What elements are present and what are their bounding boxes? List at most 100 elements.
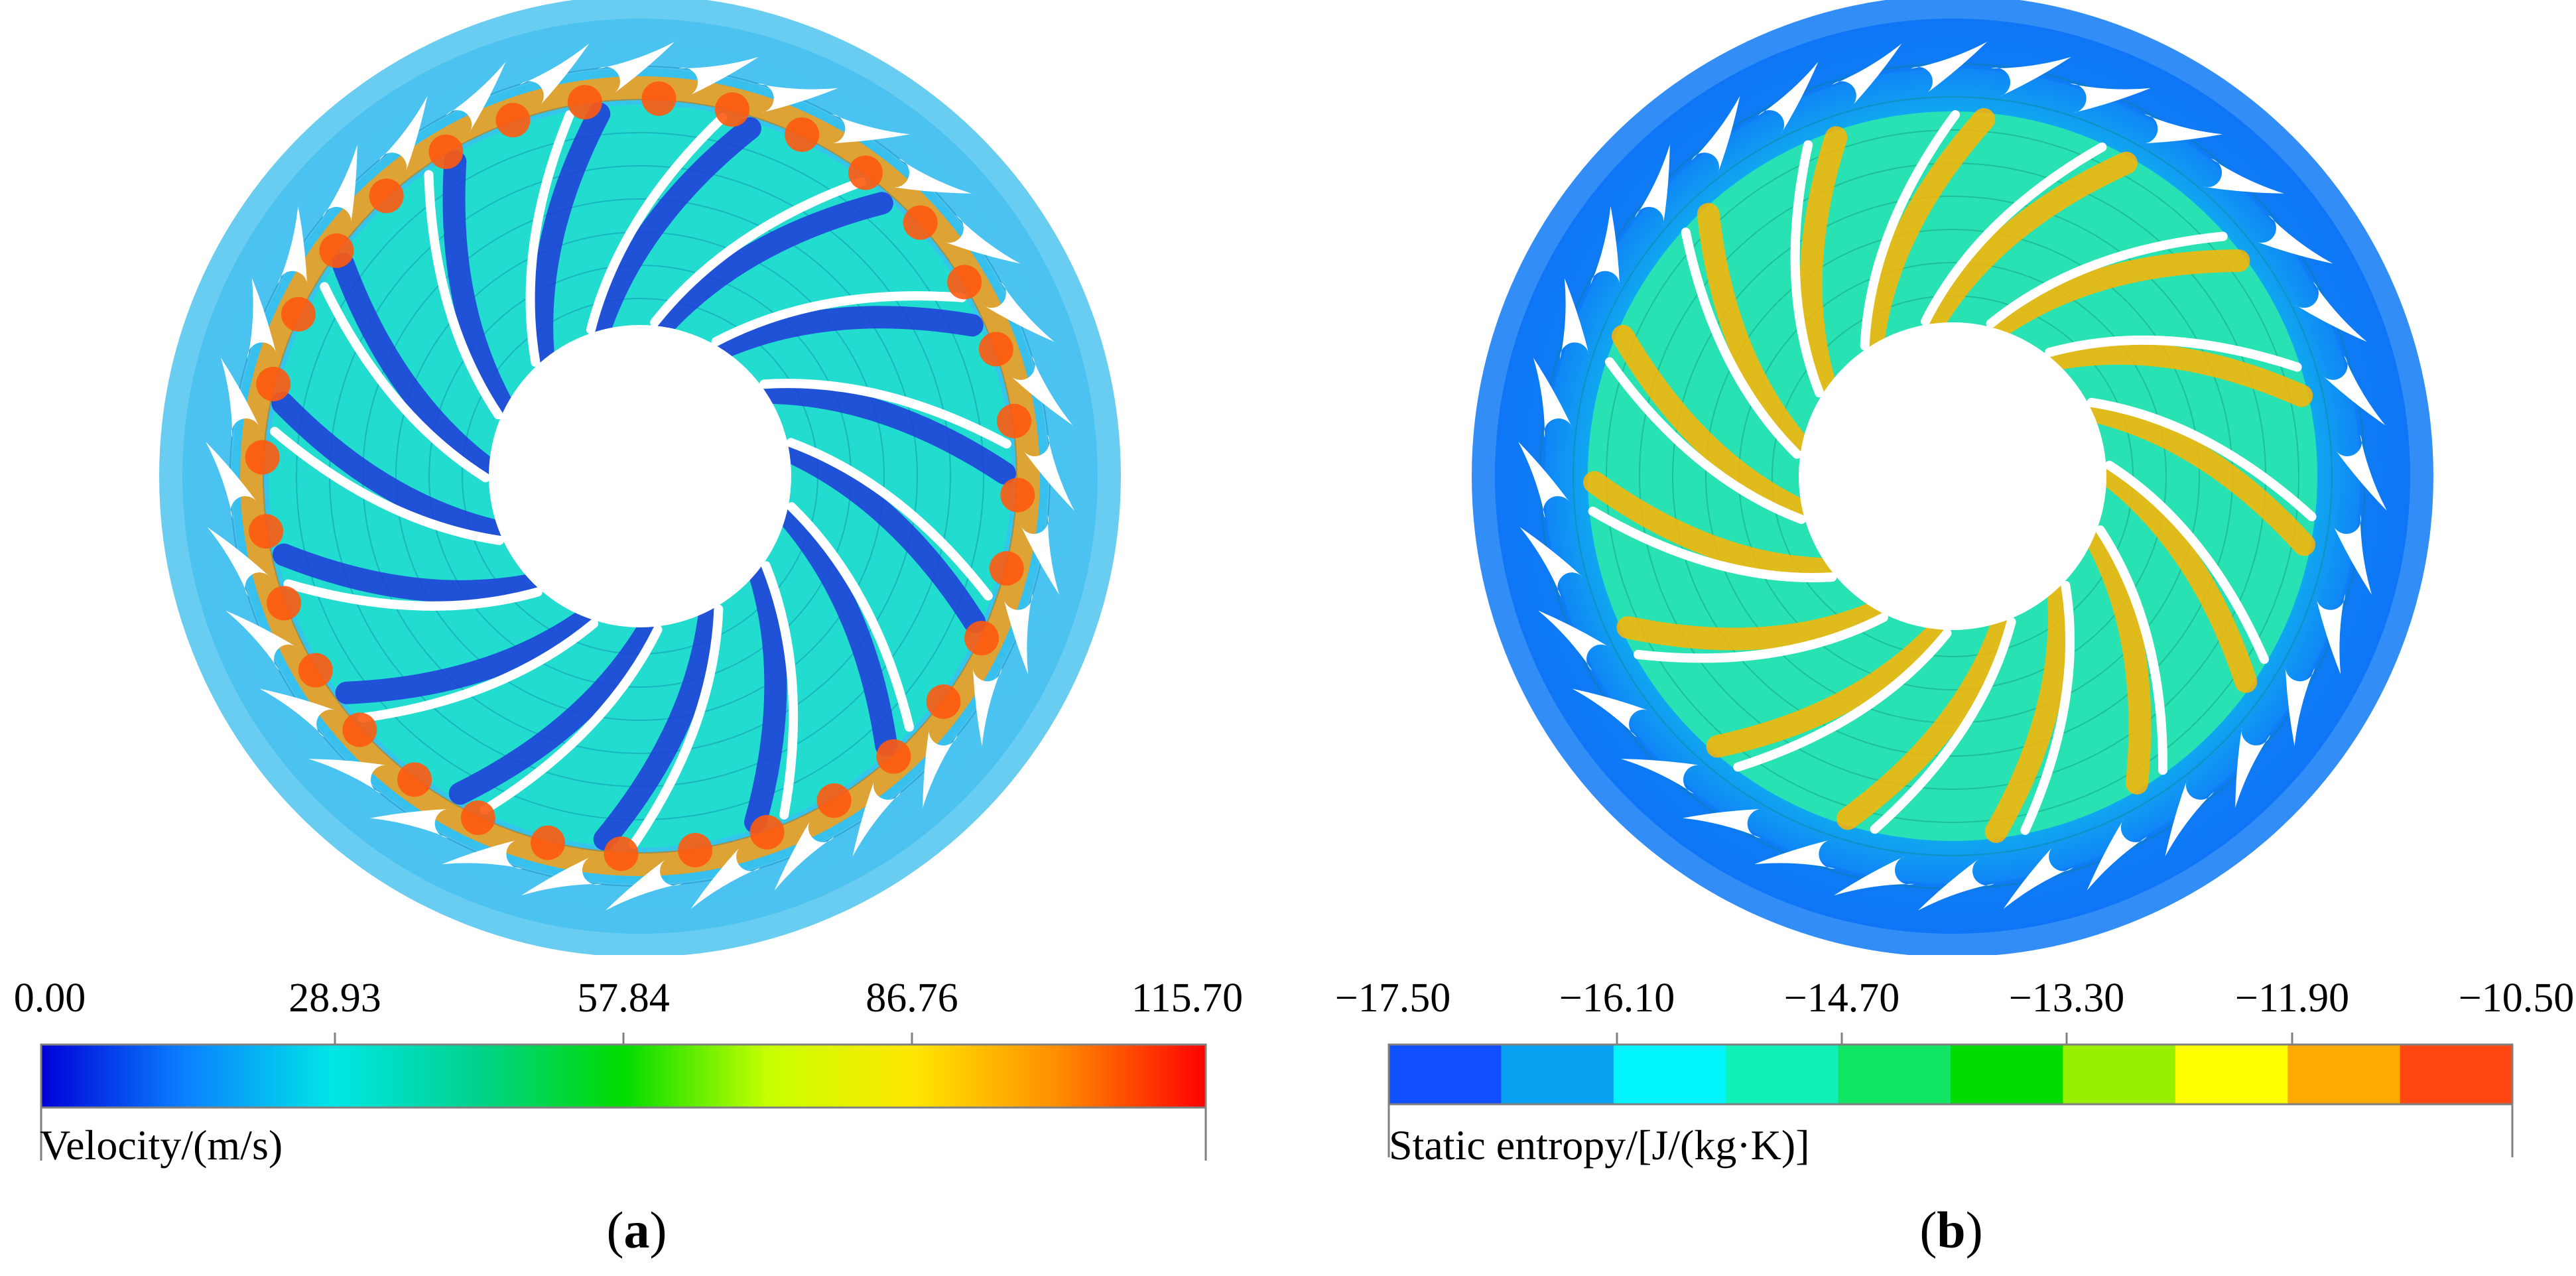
blade-wake xyxy=(590,117,761,335)
velocity-tick-2: 57.84 xyxy=(577,976,670,1021)
blade-wake xyxy=(593,606,721,851)
runner-blade xyxy=(480,625,663,815)
colorbar-segment xyxy=(1951,1045,2063,1104)
runner-blade xyxy=(357,619,599,723)
vane-wake xyxy=(342,712,377,747)
blade-wake xyxy=(1697,202,1807,453)
entropy-tick-0: −17.50 xyxy=(1334,976,1451,1021)
guide-vane xyxy=(1832,43,1902,107)
blade-wake xyxy=(1706,624,1946,758)
blade-wake xyxy=(1616,603,1882,651)
guide-vane xyxy=(2315,593,2345,674)
entropy-tick-5: −10.50 xyxy=(2458,976,2575,1021)
vane-wake xyxy=(530,825,565,860)
vane-wake xyxy=(249,514,284,549)
blade-wake xyxy=(1611,324,1807,519)
runner-inlet-band xyxy=(240,76,1040,876)
runner-blade xyxy=(1681,227,1802,459)
guide-vane xyxy=(1754,839,1836,869)
guide-vane xyxy=(2003,845,2073,909)
guide-vane xyxy=(2321,355,2386,426)
guide-vane xyxy=(1020,515,1060,595)
guide-vane xyxy=(225,610,298,671)
guide-vane xyxy=(521,856,602,896)
vane-wake xyxy=(369,178,404,214)
guide-vane xyxy=(2087,818,2148,891)
blade-wake xyxy=(656,192,893,332)
entropy-colorbar-title: Static entropy/[J/(kg·K)] xyxy=(1389,1121,1810,1169)
flow-line xyxy=(1573,96,2333,856)
guide-vane xyxy=(972,665,1002,747)
guide-vane xyxy=(1572,688,1650,737)
hub-hole xyxy=(1799,322,2106,630)
blade-wake xyxy=(785,443,986,633)
flow-line xyxy=(296,132,984,820)
vane-wake xyxy=(460,800,495,836)
guide-vane xyxy=(923,727,958,808)
guide-vane xyxy=(2295,281,2367,342)
panel-b: −17.50 −16.10 −14.70 −13.30 −11.90 −10.5… xyxy=(1288,0,2576,1276)
blade-wake xyxy=(332,253,494,477)
blade-wake xyxy=(271,391,503,542)
blade-wake xyxy=(2049,342,2313,407)
colorbar-segment xyxy=(1726,1045,1839,1104)
guide-vane xyxy=(1518,441,1571,518)
guide-vane xyxy=(1621,759,1702,794)
runner-blade xyxy=(787,502,915,732)
hub-hole xyxy=(489,325,791,627)
blade-wake xyxy=(335,611,592,704)
entropy-tick-2: −14.70 xyxy=(1783,976,1900,1021)
velocity-tick-0: 0.00 xyxy=(13,976,86,1021)
blade-wake xyxy=(442,150,512,414)
vane-wake xyxy=(989,551,1024,586)
runner-blade xyxy=(2045,335,2302,372)
guide-vane xyxy=(605,858,682,911)
guide-vane xyxy=(259,688,338,737)
blade-wake xyxy=(2087,531,2152,795)
colorbar-frame xyxy=(40,1043,1207,1109)
vane-wake xyxy=(678,832,713,867)
vane-wake xyxy=(245,440,280,475)
guide-vane xyxy=(2165,779,2214,857)
guide-vane xyxy=(2333,515,2372,595)
runner-blade xyxy=(283,579,543,611)
flow-line xyxy=(1606,129,2299,823)
vane-wake xyxy=(267,586,302,621)
guide-vane xyxy=(2335,434,2387,511)
vane-wake xyxy=(319,233,354,269)
runner-blade xyxy=(1790,140,1825,398)
vane-wake xyxy=(1000,478,1035,513)
blade-wake xyxy=(744,566,787,834)
velocity-tick-3: 86.76 xyxy=(866,976,958,1021)
blade-wake xyxy=(272,543,538,603)
guide-vane xyxy=(678,56,759,96)
guide-vane xyxy=(2255,215,2333,264)
guide-vane xyxy=(891,159,972,194)
vane-wake xyxy=(848,155,883,190)
guide-vane xyxy=(445,62,506,134)
vane-wake xyxy=(256,366,291,401)
guide-vane xyxy=(379,96,428,174)
colorbar-segment xyxy=(2175,1045,2288,1104)
runner-blade xyxy=(1986,231,2228,329)
vane-wake xyxy=(298,653,333,688)
guide-vane xyxy=(1009,355,1073,426)
colorbar-segment xyxy=(2400,1045,2513,1104)
colorbar-segment xyxy=(1613,1045,1726,1104)
blade-wake xyxy=(531,102,611,363)
guide-vane xyxy=(1758,62,1819,134)
runner-blade xyxy=(761,561,799,820)
vane-wake xyxy=(816,783,852,818)
guide-vane xyxy=(690,845,761,909)
blade-wake xyxy=(1836,617,2012,830)
guide-vane xyxy=(1991,56,2071,96)
runner-blade xyxy=(1604,357,1807,525)
guide-vane xyxy=(942,215,1021,264)
vane-wake xyxy=(926,684,961,719)
guide-vane xyxy=(1560,278,1590,359)
vane-wake xyxy=(876,739,911,774)
blade-wake xyxy=(1992,249,2250,336)
flow-line xyxy=(263,99,1017,854)
blade-wake xyxy=(1799,126,1848,392)
guide-vane xyxy=(1917,858,1994,911)
